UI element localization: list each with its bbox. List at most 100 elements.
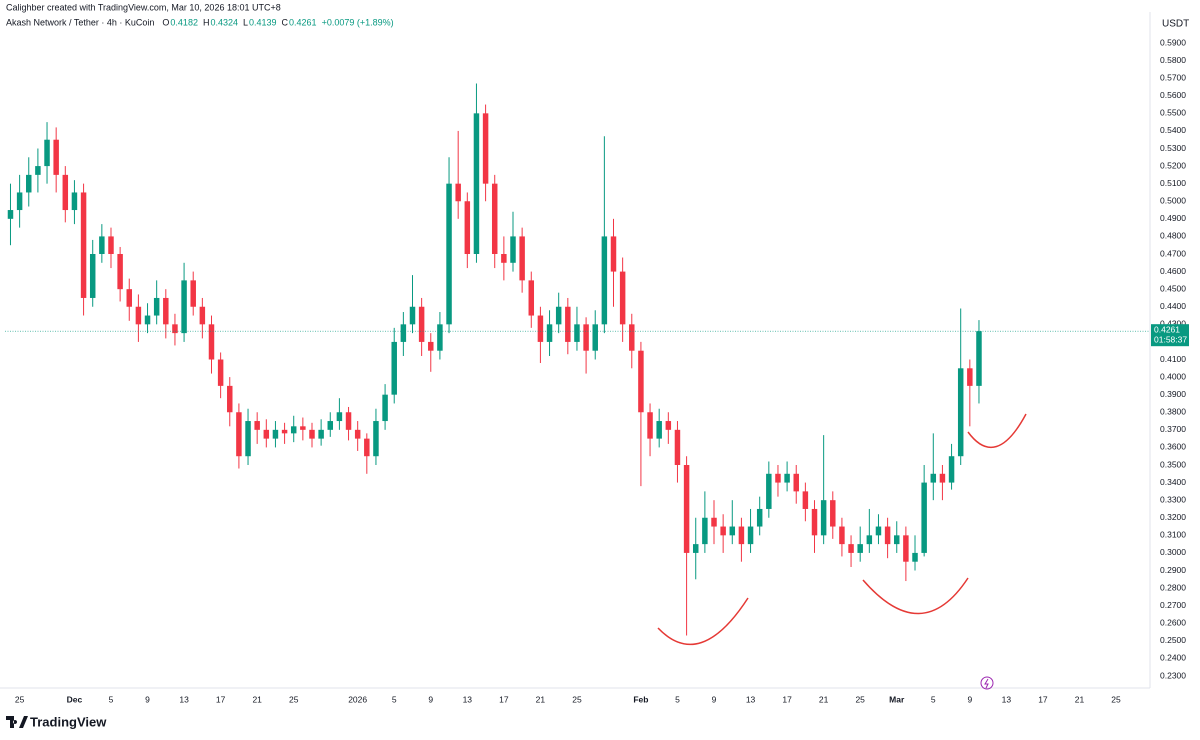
x-tick-label: 13	[1002, 694, 1012, 704]
candle-body	[272, 429, 279, 439]
y-tick-label: 0.3200	[1160, 512, 1186, 522]
candle-body	[290, 426, 297, 434]
candle-body	[976, 331, 982, 386]
candle-body	[720, 526, 726, 536]
x-tick-label: 13	[746, 694, 756, 704]
ohlc-key: L	[243, 17, 248, 27]
candle-body	[756, 508, 763, 527]
candle-body	[638, 350, 644, 413]
x-tick-label: Feb	[633, 694, 648, 704]
candle-body	[820, 500, 827, 536]
candle-body	[884, 526, 891, 545]
x-tick-label: 21	[1075, 694, 1085, 704]
y-tick-label: 0.3900	[1160, 389, 1186, 399]
y-tick-label: 0.5100	[1160, 178, 1186, 188]
y-tick-label: 0.2700	[1160, 600, 1186, 610]
candle-body	[473, 113, 480, 254]
x-tick-label: 21	[819, 694, 829, 704]
y-tick-label: 0.4000	[1160, 371, 1186, 381]
candle-body	[44, 139, 50, 167]
x-tick-label: 25	[15, 694, 25, 704]
x-tick-label: 5	[109, 694, 114, 704]
candle-body	[482, 113, 489, 184]
candle-body	[16, 192, 23, 211]
y-tick-label: 0.3600	[1160, 442, 1186, 452]
y-tick-label: 0.2600	[1160, 618, 1186, 628]
y-tick-label: 0.3400	[1160, 477, 1186, 487]
y-tick-label: 0.5300	[1160, 143, 1186, 153]
x-tick-label: Dec	[67, 694, 83, 704]
y-tick-label: 0.4800	[1160, 231, 1186, 241]
candle-body	[163, 297, 169, 325]
x-tick-label: 21	[536, 694, 546, 704]
candle-body	[665, 421, 672, 430]
candle-body	[464, 201, 471, 254]
y-tick-label: 0.5600	[1160, 90, 1186, 100]
plot	[5, 83, 1150, 636]
alert-icon[interactable]	[980, 676, 994, 690]
candle-body	[601, 236, 608, 325]
y-tick-label: 0.2900	[1160, 565, 1186, 575]
candle-body	[153, 297, 160, 316]
candle-body	[875, 526, 882, 536]
last-price-label: 0.4261	[1154, 324, 1180, 334]
y-tick-label: 0.5800	[1160, 55, 1186, 65]
candle-body	[108, 236, 114, 254]
candle-body	[528, 280, 535, 316]
candle-body	[135, 306, 142, 325]
candle-body	[610, 236, 617, 272]
candle-body	[400, 324, 407, 342]
candle-body	[912, 552, 918, 562]
candle-body	[172, 324, 178, 334]
candle-body	[674, 429, 681, 465]
credit: Calighber created with TradingView.com, …	[6, 2, 281, 12]
candle-body	[738, 526, 745, 545]
candle-body	[254, 421, 260, 430]
candle-body	[619, 271, 626, 325]
candle-body	[702, 517, 708, 545]
y-tick-label: 0.4900	[1160, 213, 1186, 223]
y-tick-label: 0.3100	[1160, 530, 1186, 540]
candle-body	[784, 473, 790, 483]
x-tick-label: 5	[675, 694, 680, 704]
y-tick-label: 0.3000	[1160, 547, 1186, 557]
candle-body	[583, 324, 589, 351]
candle-body	[418, 306, 425, 342]
candle-body	[446, 183, 452, 325]
logo-text: TradingView	[30, 714, 107, 729]
candle-body	[309, 429, 315, 439]
logo: TradingView	[6, 714, 107, 729]
x-tick-label: 25	[1111, 694, 1121, 704]
candle-body	[857, 544, 863, 553]
y-tick-label: 0.4700	[1160, 248, 1186, 258]
y-tick-label: 0.3300	[1160, 494, 1186, 504]
candle-body	[345, 412, 352, 430]
candle-body	[766, 473, 772, 509]
candle-body	[629, 324, 635, 351]
candle-body	[510, 236, 516, 263]
y-tick-label: 0.4600	[1160, 266, 1186, 276]
x-tick-label: 25	[855, 694, 865, 704]
y-tick-label: 0.5000	[1160, 196, 1186, 206]
candle-body	[455, 183, 461, 202]
y-tick-label: 0.5200	[1160, 160, 1186, 170]
x-tick-label: 21	[252, 694, 262, 704]
candle-body	[565, 306, 571, 342]
ohlc-value: 0.4182	[170, 17, 198, 27]
x-tick-label: Mar	[889, 694, 905, 704]
candle-body	[437, 324, 443, 351]
candle-body	[236, 412, 242, 457]
candle-body	[811, 508, 818, 536]
candle-body	[391, 341, 397, 395]
ohlc-value: 0.4324	[210, 17, 238, 27]
drawing-curve	[967, 413, 1027, 449]
candle-body	[126, 289, 132, 307]
ohlc-legend: O 0.4182 H 0.4324 L 0.4139 C 0.4261 +0.0079 (+1.…	[162, 17, 393, 27]
candle-body	[866, 535, 873, 545]
candle-body	[830, 500, 836, 527]
y-tick-label: 0.3500	[1160, 459, 1186, 469]
x-tick-label: 9	[428, 694, 433, 704]
candle-body	[327, 421, 334, 430]
